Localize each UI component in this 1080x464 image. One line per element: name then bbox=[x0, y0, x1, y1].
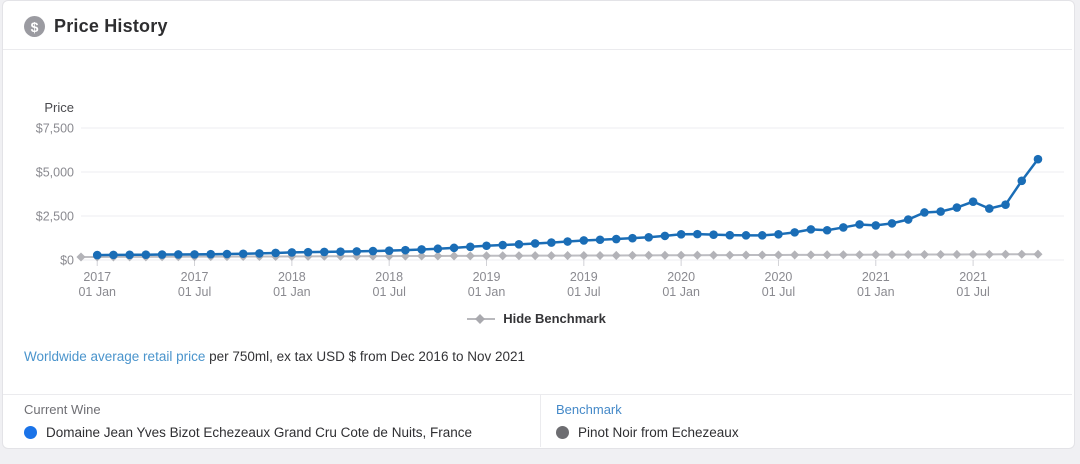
svg-text:2019: 2019 bbox=[570, 270, 598, 284]
svg-text:01 Jan: 01 Jan bbox=[857, 285, 895, 299]
svg-text:01 Jul: 01 Jul bbox=[567, 285, 600, 299]
current-wine-label: Current Wine bbox=[24, 402, 101, 417]
footer-divider bbox=[3, 394, 1072, 395]
svg-text:01 Jan: 01 Jan bbox=[662, 285, 700, 299]
widget-card bbox=[2, 0, 1075, 449]
svg-text:01 Jul: 01 Jul bbox=[762, 285, 795, 299]
caption-text: per 750ml, ex tax USD $ from Dec 2016 to… bbox=[205, 349, 525, 364]
legend-hide-benchmark[interactable]: Hide Benchmark bbox=[0, 311, 1073, 326]
svg-text:2017: 2017 bbox=[181, 270, 209, 284]
page-background-strip bbox=[0, 449, 1080, 464]
footer-column-divider bbox=[540, 395, 541, 447]
svg-text:$7,500: $7,500 bbox=[36, 122, 74, 136]
avg-retail-price-link[interactable]: Worldwide average retail price bbox=[24, 349, 206, 364]
svg-text:2020: 2020 bbox=[667, 270, 695, 284]
benchmark-legend-marker-icon bbox=[467, 313, 496, 324]
svg-text:01 Jan: 01 Jan bbox=[273, 285, 311, 299]
svg-text:$5,000: $5,000 bbox=[36, 166, 74, 180]
svg-text:2020: 2020 bbox=[765, 270, 793, 284]
current-wine-item: Domaine Jean Yves Bizot Echezeaux Grand … bbox=[24, 425, 472, 440]
svg-text:2017: 2017 bbox=[83, 270, 111, 284]
widget-title: Price History bbox=[54, 16, 168, 36]
chart-caption: Worldwide average retail price per 750ml… bbox=[24, 349, 525, 364]
svg-text:2018: 2018 bbox=[278, 270, 306, 284]
current-wine-dot-icon bbox=[24, 426, 37, 439]
current-wine-name: Domaine Jean Yves Bizot Echezeaux Grand … bbox=[46, 425, 472, 440]
svg-text:Price: Price bbox=[44, 100, 74, 115]
current-wine-section: Current Wine Domaine Jean Yves Bizot Ech… bbox=[24, 402, 472, 440]
svg-text:2019: 2019 bbox=[473, 270, 501, 284]
header-divider bbox=[3, 49, 1072, 50]
svg-text:$2,500: $2,500 bbox=[36, 210, 74, 224]
dollar-circle-icon: $ bbox=[24, 16, 45, 37]
svg-text:2021: 2021 bbox=[959, 270, 987, 284]
benchmark-name: Pinot Noir from Echezeaux bbox=[578, 425, 739, 440]
benchmark-section: Benchmark Pinot Noir from Echezeaux bbox=[556, 402, 739, 440]
benchmark-item: Pinot Noir from Echezeaux bbox=[556, 425, 739, 440]
svg-text:01 Jan: 01 Jan bbox=[78, 285, 116, 299]
svg-text:01 Jan: 01 Jan bbox=[468, 285, 506, 299]
svg-text:01 Jul: 01 Jul bbox=[178, 285, 211, 299]
svg-text:01 Jul: 01 Jul bbox=[373, 285, 406, 299]
widget-header: $ Price History bbox=[24, 16, 168, 37]
legend-label: Hide Benchmark bbox=[503, 311, 606, 326]
svg-text:$0: $0 bbox=[60, 254, 74, 268]
benchmark-label: Benchmark bbox=[556, 402, 622, 417]
svg-text:2021: 2021 bbox=[862, 270, 890, 284]
svg-text:2018: 2018 bbox=[375, 270, 403, 284]
benchmark-dot-icon bbox=[556, 426, 569, 439]
svg-text:01 Jul: 01 Jul bbox=[956, 285, 989, 299]
